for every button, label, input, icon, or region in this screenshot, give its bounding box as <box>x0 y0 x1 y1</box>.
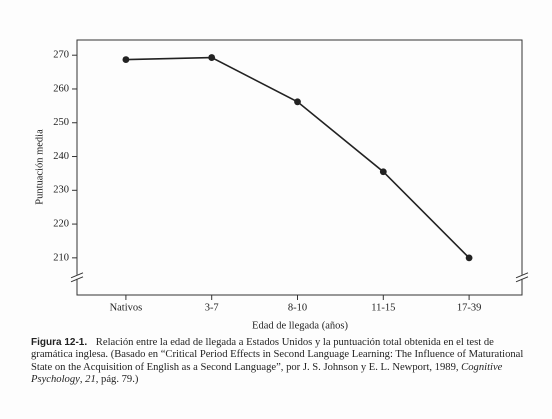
y-tick-label: 210 <box>53 252 69 263</box>
x-tick-label: 11-15 <box>371 302 395 313</box>
y-tick-label: 260 <box>53 83 69 94</box>
data-point <box>379 168 387 176</box>
x-tick-label: 3-7 <box>205 302 219 313</box>
axis-break-mark <box>515 272 529 279</box>
y-axis-label: Puntuación media <box>34 129 45 205</box>
caption-text: , <box>79 374 86 386</box>
y-tick-label: 250 <box>53 117 69 128</box>
plot-frame <box>76 39 523 296</box>
y-tick-label: 220 <box>53 218 69 229</box>
caption: Figura 12-1. Relación entre la edad de l… <box>31 337 536 387</box>
y-tick-label: 270 <box>53 50 69 61</box>
x-tick-label: 17-39 <box>457 302 482 313</box>
x-tick-label: 8-10 <box>288 302 307 313</box>
caption-text: Relación entre la edad de llegada a Esta… <box>31 337 524 373</box>
axis-break-mark <box>70 276 84 283</box>
data-point <box>294 98 301 106</box>
axis-break-mark <box>515 276 529 283</box>
caption-text: , pág. 79.) <box>95 374 139 386</box>
y-tick-label: 240 <box>53 151 69 162</box>
data-point <box>122 56 130 63</box>
axis-break-gap <box>74 274 80 279</box>
axis-break-mark <box>70 272 84 279</box>
axis-break-gap <box>519 274 525 279</box>
caption-text: 21 <box>85 374 96 386</box>
chart: Puntuación media Edad de llegada (años) … <box>34 39 529 331</box>
data-line <box>125 56 470 259</box>
x-tick-label: Nativos <box>110 302 143 313</box>
data-point <box>208 54 216 61</box>
data-point <box>465 254 473 262</box>
caption-text: Cognitive Psychology <box>31 361 503 386</box>
caption-label: Figura 12-1. <box>31 337 88 348</box>
x-axis-label: Edad de llegada (años) <box>252 320 348 331</box>
y-tick-label: 230 <box>53 185 69 196</box>
